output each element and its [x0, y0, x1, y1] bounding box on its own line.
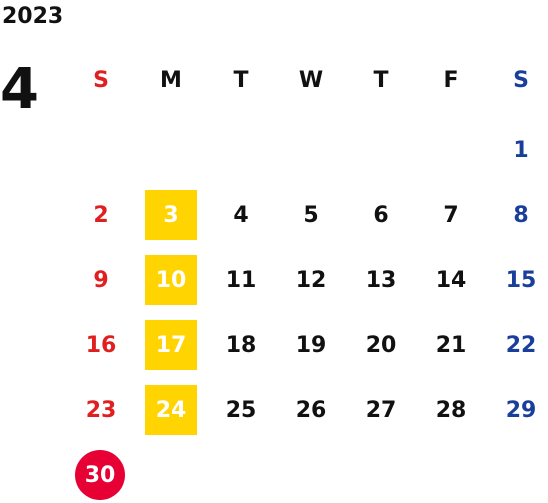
day-cell[interactable]: 8 [513, 202, 529, 228]
day-cell[interactable]: 5 [303, 202, 319, 228]
month-number: 4 [0, 57, 39, 122]
weekday-header-sunday: S [93, 67, 109, 93]
day-cell[interactable]: 4 [233, 202, 249, 228]
day-cell[interactable]: 18 [225, 332, 257, 358]
day-cell[interactable]: 13 [365, 267, 397, 293]
weekday-header-wednesday: W [298, 67, 324, 93]
day-cell[interactable]: 21 [435, 332, 467, 358]
day-cell[interactable]: 28 [435, 397, 467, 423]
day-cell[interactable]: 25 [225, 397, 257, 423]
year-label: 2023 [2, 4, 64, 29]
day-cell[interactable]: 19 [295, 332, 327, 358]
day-cell[interactable]: 22 [505, 332, 537, 358]
day-cell-highlighted[interactable]: 3 [145, 190, 197, 240]
weekday-header-monday: M [160, 67, 182, 93]
day-cell[interactable]: 7 [443, 202, 459, 228]
day-cell[interactable]: 29 [505, 397, 537, 423]
day-cell[interactable]: 12 [295, 267, 327, 293]
weekday-header-thursday: T [373, 67, 389, 93]
day-cell[interactable]: 23 [85, 397, 117, 423]
day-cell[interactable]: 14 [435, 267, 467, 293]
day-cell[interactable]: 2 [93, 202, 109, 228]
day-cell-highlighted[interactable]: 17 [145, 320, 197, 370]
day-cell[interactable]: 20 [365, 332, 397, 358]
day-cell[interactable]: 11 [225, 267, 257, 293]
day-cell[interactable]: 26 [295, 397, 327, 423]
weekday-header-friday: F [443, 67, 459, 93]
weekday-header-saturday: S [513, 67, 529, 93]
day-cell-highlighted[interactable]: 10 [145, 255, 197, 305]
day-cell-today[interactable]: 30 [75, 450, 125, 500]
day-cell[interactable]: 6 [373, 202, 389, 228]
day-cell[interactable]: 16 [85, 332, 117, 358]
day-cell[interactable]: 1 [513, 137, 529, 163]
day-cell[interactable]: 15 [505, 267, 537, 293]
day-cell[interactable]: 9 [93, 267, 109, 293]
day-cell[interactable]: 27 [365, 397, 397, 423]
weekday-header-tuesday: T [233, 67, 249, 93]
day-cell-highlighted[interactable]: 24 [145, 385, 197, 435]
